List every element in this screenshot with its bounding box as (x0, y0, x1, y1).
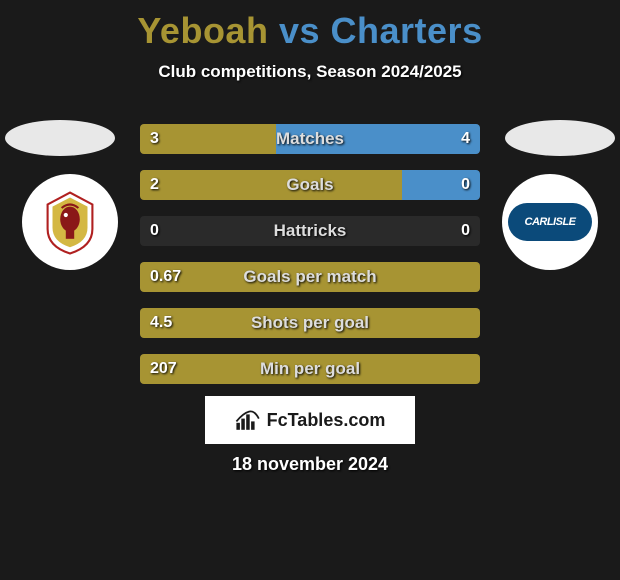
stat-label: Matches (140, 124, 480, 154)
stat-left-value: 207 (150, 354, 177, 384)
stat-left-value: 3 (150, 124, 159, 154)
stat-left-value: 0 (150, 216, 159, 246)
crest-left (22, 174, 118, 270)
stats-bars: Matches34Goals20Hattricks00Goals per mat… (140, 124, 480, 400)
player2-name: Charters (331, 10, 483, 51)
stat-row: Hattricks0 0 (140, 216, 480, 246)
stat-right-value: 4 (461, 124, 470, 154)
flag-left (5, 120, 115, 156)
stat-label: Min per goal (140, 354, 480, 384)
crest-right: CARLISLE (502, 174, 598, 270)
carlisle-badge: CARLISLE (508, 203, 592, 241)
stat-left-value: 2 (150, 170, 159, 200)
flag-right (505, 120, 615, 156)
stat-left-value: 4.5 (150, 308, 172, 338)
doncaster-crest-icon (35, 187, 105, 257)
stat-left-value: 0.67 (150, 262, 181, 292)
stat-label: Hattricks (140, 216, 480, 246)
stat-label: Goals per match (140, 262, 480, 292)
fctables-icon (235, 408, 263, 432)
stat-label: Goals (140, 170, 480, 200)
stat-row: Matches3 4 (140, 124, 480, 154)
stat-label: Shots per goal (140, 308, 480, 338)
subtitle: Club competitions, Season 2024/2025 (0, 62, 620, 82)
stat-right-value: 0 (461, 170, 470, 200)
stat-row: Goals per match0.67 (140, 262, 480, 292)
stat-row: Shots per goal4.5 (140, 308, 480, 338)
vs-text: vs (279, 10, 320, 51)
stat-right-value: 0 (461, 216, 470, 246)
stat-row: Goals2 0 (140, 170, 480, 200)
fctables-badge: FcTables.com (205, 396, 415, 444)
player1-name: Yeboah (137, 10, 268, 51)
date-text: 18 november 2024 (0, 454, 620, 475)
fctables-text: FcTables.com (267, 410, 386, 431)
stat-row: Min per goal207 (140, 354, 480, 384)
